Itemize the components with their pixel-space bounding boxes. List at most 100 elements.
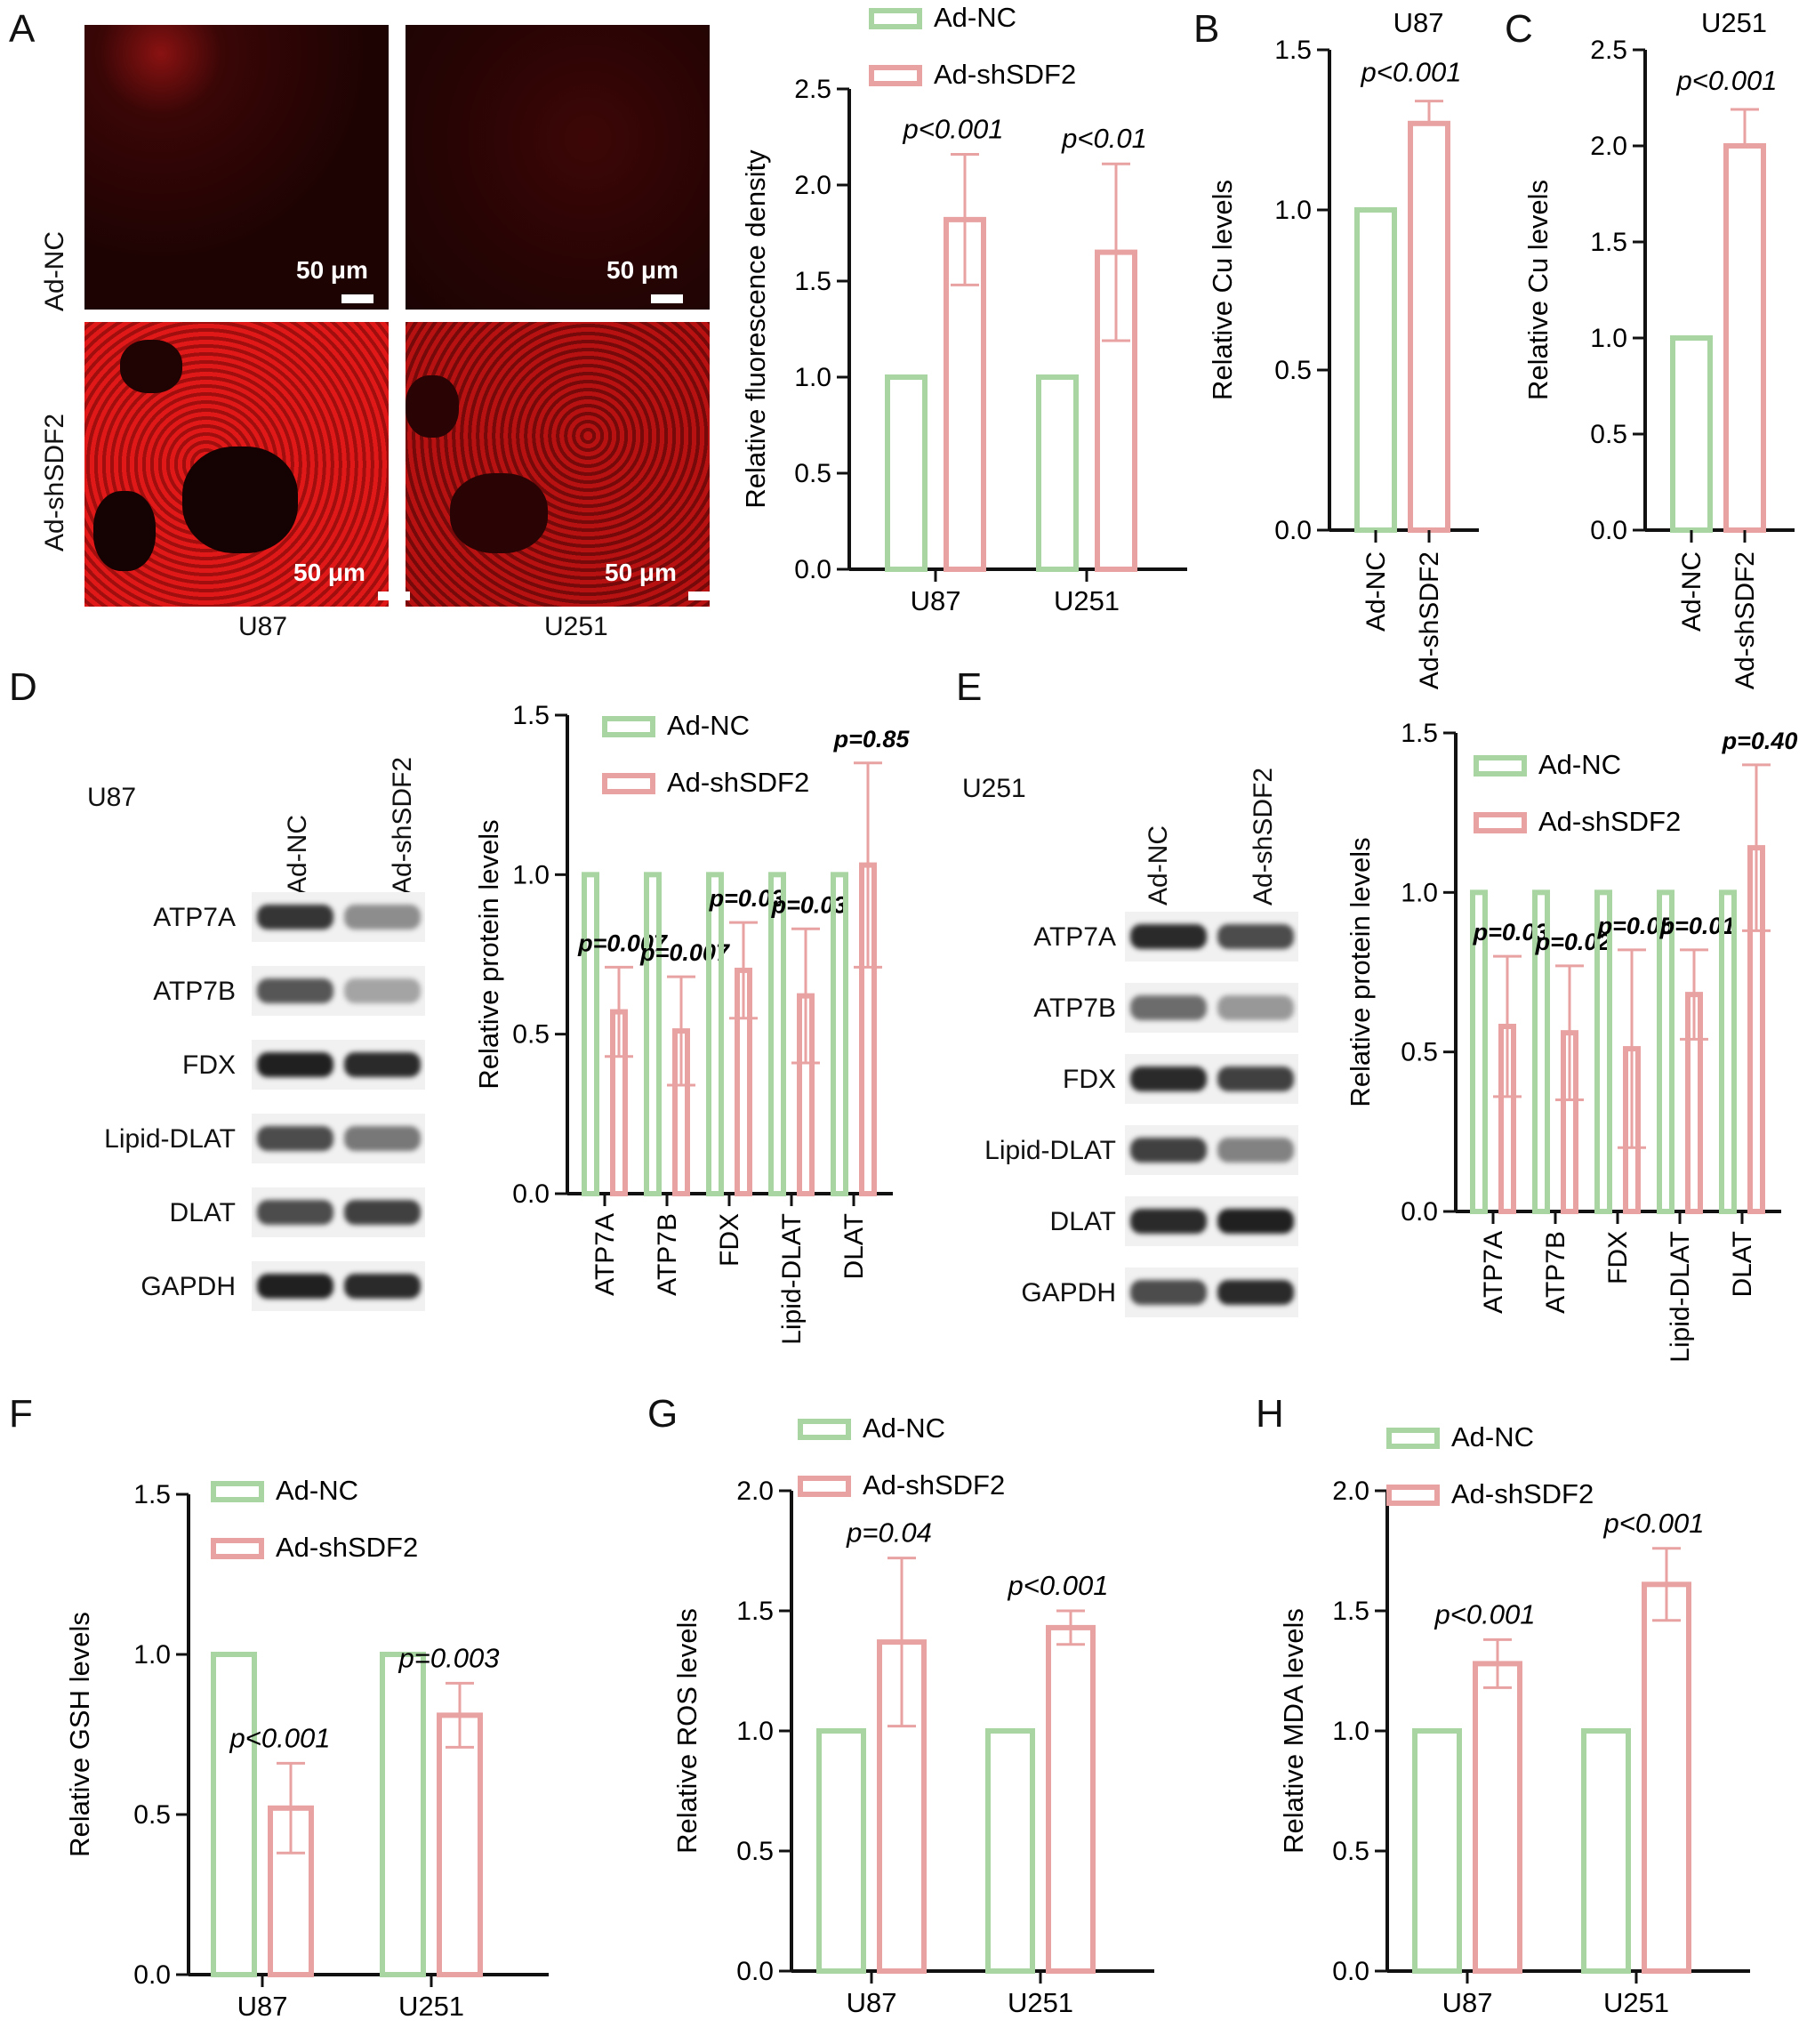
y-tick-label: 2.5 bbox=[794, 75, 831, 104]
u251-protein-levels-chart: 0.0 0.5 1.0 1.5 Relative protein levels ATP7A… bbox=[1345, 719, 1797, 1363]
col-label-u87: U87 bbox=[238, 612, 288, 641]
p-value-annotation: p=0.04 bbox=[846, 1517, 932, 1549]
legend-label-ad-nc: Ad-NC bbox=[667, 710, 750, 741]
y-tick-label: 1.5 bbox=[512, 701, 550, 730]
y-tick-label: 0.0 bbox=[1332, 1957, 1369, 1986]
blot-cell-line-u87: U87 bbox=[87, 783, 137, 812]
y-tick-label: 1.0 bbox=[1332, 1717, 1369, 1746]
p-value-annotation: p<0.001 bbox=[1361, 57, 1462, 88]
blot-strip-gapdh bbox=[1125, 1267, 1298, 1317]
blot-strip-atp7a bbox=[1125, 912, 1298, 962]
bar-ad-shsdf2 bbox=[1642, 1581, 1691, 1975]
legend-label-ad-shsdf2: Ad-shSDF2 bbox=[1538, 806, 1681, 837]
panel-letter-g: G bbox=[647, 1392, 679, 1436]
legend-label-ad-shsdf2: Ad-shSDF2 bbox=[863, 1469, 1005, 1501]
blot-label-lipid-dlat: Lipid-DLAT bbox=[984, 1136, 1116, 1165]
legend-label-ad-nc: Ad-NC bbox=[863, 1412, 945, 1444]
p-value-annotation: p=0.007 bbox=[577, 929, 669, 956]
bar-ad-nc bbox=[706, 872, 724, 1196]
bar-ad-nc bbox=[816, 1728, 866, 1974]
legend-swatch-ad-nc bbox=[1386, 1428, 1440, 1449]
blot-band bbox=[1130, 1209, 1207, 1234]
y-tick-label: 2.0 bbox=[1590, 132, 1627, 161]
bar-ad-nc bbox=[1412, 1728, 1462, 1974]
y-tick-label: 1.0 bbox=[133, 1640, 171, 1670]
y-tick-label: 1.5 bbox=[736, 1597, 774, 1626]
micrograph-u251-ad-shsdf2 bbox=[406, 322, 710, 607]
blot-label-lipid-dlat: Lipid-DLAT bbox=[104, 1124, 236, 1154]
blot-label-atp7a: ATP7A bbox=[1033, 922, 1116, 952]
bar-ad-shsdf2 bbox=[1723, 143, 1766, 533]
u87-protein-levels-chart: 0.0 0.5 1.0 1.5 Relative protein levels ATP7A… bbox=[473, 701, 910, 1345]
y-tick-label: 0.0 bbox=[794, 555, 831, 584]
scale-bar-label: 50 μm bbox=[605, 559, 677, 586]
bar-ad-nc bbox=[211, 1652, 257, 1977]
blot-label-fdx: FDX bbox=[182, 1050, 236, 1080]
x-tick-label: U87 bbox=[237, 1991, 288, 2022]
y-tick-label: 1.5 bbox=[1332, 1597, 1369, 1626]
panel-letter-d: D bbox=[9, 665, 37, 709]
bar-ad-nc bbox=[582, 872, 599, 1196]
blot-band bbox=[344, 1052, 421, 1077]
legend-swatch-ad-nc bbox=[798, 1419, 851, 1440]
legend-swatch-ad-nc bbox=[1474, 755, 1527, 777]
blot-strip-atp7b bbox=[252, 966, 425, 1016]
p-value-annotation: p<0.001 bbox=[903, 113, 1004, 144]
scale-bar bbox=[378, 591, 410, 600]
bar-ad-nc bbox=[1670, 335, 1713, 533]
x-tick-label: Ad-shSDF2 bbox=[1415, 551, 1444, 689]
bar-ad-nc bbox=[985, 1728, 1035, 1974]
scale-bar-label: 50 μm bbox=[293, 559, 365, 586]
mda-levels-chart: 0.0 0.5 1.0 1.5 2.0 Relative MDA levels U87 p<0… bbox=[1278, 1421, 1750, 2018]
y-tick-label: 2.0 bbox=[1332, 1477, 1369, 1506]
bar-ad-nc bbox=[1657, 889, 1674, 1214]
blot-band bbox=[1130, 1280, 1207, 1305]
row-label-ad-nc: Ad-NC bbox=[40, 230, 69, 311]
y-tick-label: 0.5 bbox=[1401, 1038, 1438, 1067]
y-axis-label: Relative Cu levels bbox=[1207, 180, 1238, 400]
x-tick-label: U87 bbox=[847, 1987, 897, 2018]
blot-label-atp7b: ATP7B bbox=[153, 977, 236, 1006]
micrograph-u87-ad-nc bbox=[84, 25, 389, 310]
legend-swatch-ad-shsdf2 bbox=[869, 65, 922, 86]
blot-band bbox=[344, 1126, 421, 1151]
ros-levels-chart: 0.0 0.5 1.0 1.5 2.0 Relative ROS levels U87 p=0… bbox=[671, 1412, 1154, 2018]
blot-band bbox=[257, 905, 333, 929]
bar-ad-nc bbox=[1719, 889, 1737, 1214]
y-tick-label: 1.0 bbox=[1590, 324, 1627, 353]
p-value-annotation: p<0.001 bbox=[1008, 1570, 1109, 1601]
y-tick-label: 1.0 bbox=[1401, 878, 1438, 907]
y-tick-label: 1.5 bbox=[133, 1480, 171, 1509]
blot-band bbox=[1130, 1066, 1207, 1091]
y-axis-label: Relative GSH levels bbox=[64, 1612, 95, 1857]
bar-ad-nc bbox=[1532, 889, 1550, 1214]
y-tick-label: 1.5 bbox=[1401, 719, 1438, 748]
y-tick-label: 1.0 bbox=[736, 1717, 774, 1746]
y-tick-label: 0.0 bbox=[133, 1960, 171, 1990]
legend-swatch-ad-nc bbox=[602, 716, 655, 737]
scale-bar-label: 50 μm bbox=[296, 256, 368, 284]
blot-strip-gapdh bbox=[252, 1261, 425, 1311]
row-label-ad-shsdf2: Ad-shSDF2 bbox=[40, 413, 69, 551]
x-tick-label: U251 bbox=[1054, 585, 1120, 616]
bar-ad-nc bbox=[885, 374, 928, 572]
legend-label-ad-nc: Ad-NC bbox=[276, 1475, 358, 1506]
x-tick-label: U251 bbox=[1603, 1987, 1669, 2018]
blot-cell-line-u251: U251 bbox=[962, 774, 1026, 803]
lane-label-ad-shsdf2: Ad-shSDF2 bbox=[388, 756, 417, 895]
legend-label-ad-nc: Ad-NC bbox=[1451, 1421, 1534, 1453]
bar-ad-nc bbox=[1594, 889, 1612, 1214]
blot-label-dlat: DLAT bbox=[1049, 1207, 1116, 1236]
scale-bar bbox=[341, 294, 373, 303]
y-tick-label: 0.5 bbox=[1590, 420, 1627, 449]
p-value-annotation: p<0.001 bbox=[1603, 1508, 1705, 1539]
lane-label-ad-shsdf2: Ad-shSDF2 bbox=[1249, 767, 1278, 905]
legend-label-ad-shsdf2: Ad-shSDF2 bbox=[1451, 1478, 1594, 1509]
y-axis-label: Relative protein levels bbox=[473, 819, 504, 1089]
y-axis-label: Relative MDA levels bbox=[1278, 1608, 1309, 1854]
y-tick-label: 1.5 bbox=[1274, 36, 1312, 65]
lane-label-ad-nc: Ad-NC bbox=[283, 814, 312, 895]
blot-label-dlat: DLAT bbox=[169, 1198, 236, 1227]
y-tick-label: 0.5 bbox=[1332, 1837, 1369, 1866]
blot-strip-dlat bbox=[1125, 1196, 1298, 1246]
